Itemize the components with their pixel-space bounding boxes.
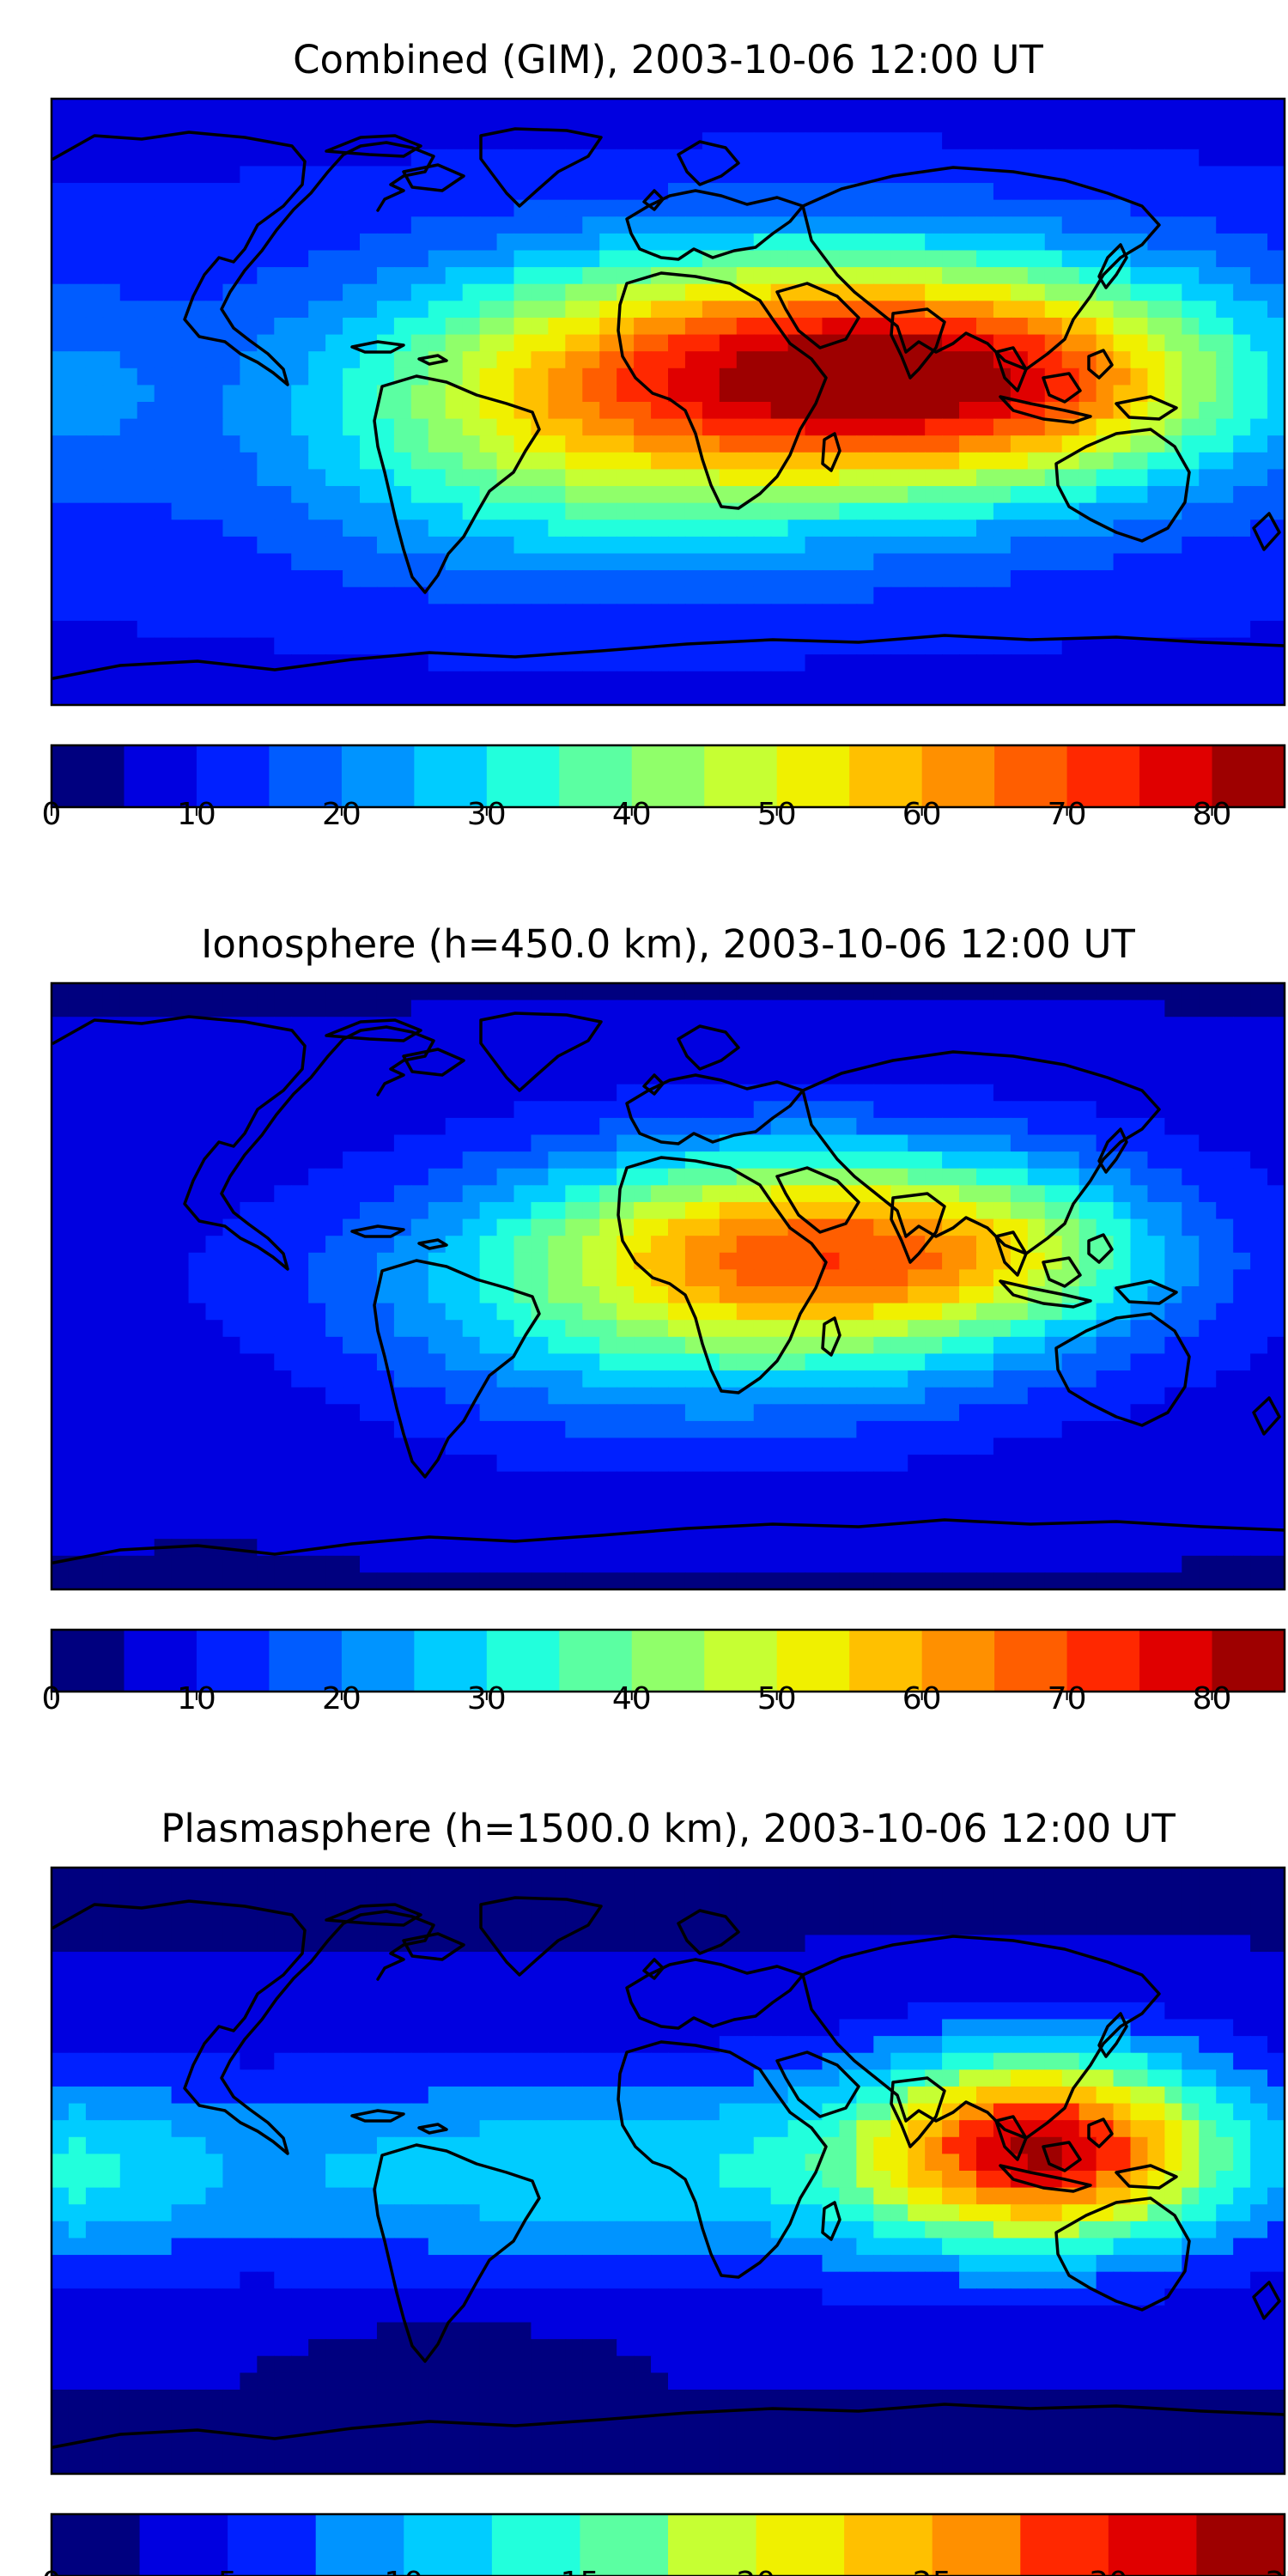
colorbar-segment (844, 2514, 933, 2576)
colorbar-segment (580, 2514, 669, 2576)
panel-title: Combined (GIM), 2003-10-06 12:00 UT (293, 37, 1043, 82)
field-map (52, 99, 1285, 705)
colorbar-tick-label: 10 (384, 2566, 423, 2576)
colorbar-tick-label: 80 (1193, 797, 1232, 832)
map-frame (50, 97, 1286, 707)
colorbar-tick-label: 20 (737, 2566, 776, 2576)
colorbar: 0 10 20 30 40 50 60 70 80 (42, 744, 1286, 832)
colorbar-frame (50, 1628, 1286, 1693)
colorbar-tick-label: 0 (42, 2566, 62, 2576)
colorbar-segment (491, 2514, 581, 2576)
colorbar-tick-label: 10 (177, 1681, 216, 1716)
colorbar-tick-label: 0 (42, 797, 62, 832)
panels: Combined (GIM), 2003-10-06 12:00 UT 0 10 20… (42, 37, 1288, 2576)
colorbar-segment (52, 745, 125, 807)
colorbar-tick-label: 70 (1048, 1681, 1087, 1716)
colorbar-tick-label: 20 (322, 1681, 361, 1716)
colorbar-segment (668, 2514, 757, 2576)
colorbar-tick-label: 30 (467, 797, 507, 832)
colorbar-frame (50, 2512, 1286, 2576)
colorbar-segment (559, 745, 633, 807)
colorbar-segment (486, 745, 560, 807)
colorbar-segment (776, 745, 850, 807)
colorbar-segment (921, 1630, 995, 1692)
colorbar-segment (139, 2514, 228, 2576)
colorbar-tick-label: 40 (612, 1681, 652, 1716)
colorbar-segment (631, 745, 705, 807)
colorbar-segment (196, 745, 270, 807)
colorbar-tick-label: 60 (902, 1681, 942, 1716)
colorbar-tick-label: 20 (322, 797, 361, 832)
colorbar-segment (124, 1630, 197, 1692)
colorbar-tick-label: 5 (218, 2566, 238, 2576)
colorbar-segment (196, 1630, 270, 1692)
colorbar-tick-label: 30 (467, 1681, 507, 1716)
colorbar: 0 5 10 15 20 25 30 35 (42, 2512, 1288, 2576)
colorbar-segment (486, 1630, 560, 1692)
colorbar-frame (50, 744, 1286, 809)
colorbar-segment (1212, 1630, 1285, 1692)
colorbar-tick-label: 80 (1193, 1681, 1232, 1716)
colorbar-segment (849, 745, 923, 807)
panel-ionosphere: Ionosphere (h=450.0 km), 2003-10-06 12:0… (42, 921, 1286, 1716)
colorbar-tick-label: 30 (1089, 2566, 1128, 2576)
colorbar-tick-label: 50 (757, 797, 797, 832)
colorbar-segment (1108, 2514, 1198, 2576)
colorbar-segment (921, 745, 995, 807)
colorbar-segment (1066, 1630, 1140, 1692)
colorbar-segment (414, 1630, 488, 1692)
panel-plasmasphere: Plasmasphere (h=1500.0 km), 2003-10-06 1… (42, 1806, 1288, 2576)
colorbar-segment (994, 1630, 1068, 1692)
colorbar-tick-label: 15 (561, 2566, 600, 2576)
colorbar-tick-label: 40 (612, 797, 652, 832)
colorbar-segment (228, 2514, 317, 2576)
colorbar-segment (559, 1630, 633, 1692)
colorbar-segment (404, 2514, 493, 2576)
field-map (52, 1868, 1285, 2474)
colorbar-tick-label: 0 (42, 1681, 62, 1716)
colorbar-segment (269, 1630, 343, 1692)
colorbar-segment (124, 745, 197, 807)
colorbar-segment (994, 745, 1068, 807)
colorbar-tick-label: 70 (1048, 797, 1087, 832)
colorbar-segment (315, 2514, 404, 2576)
colorbar-segment (1139, 1630, 1213, 1692)
colorbar-segment (341, 1630, 415, 1692)
colorbar-segment (776, 1630, 850, 1692)
colorbar-tick-label: 25 (913, 2566, 952, 2576)
colorbar-segment (1196, 2514, 1285, 2576)
colorbar-tick-label: 35 (1265, 2566, 1288, 2576)
colorbar-segment (1212, 745, 1285, 807)
panel-title: Ionosphere (h=450.0 km), 2003-10-06 12:0… (201, 921, 1135, 967)
colorbar-segment (414, 745, 488, 807)
map-frame (50, 981, 1286, 1591)
colorbar-tick-label: 50 (757, 1681, 797, 1716)
colorbar-tick-label: 10 (177, 797, 216, 832)
field-map (52, 983, 1285, 1589)
colorbar-segment (52, 1630, 125, 1692)
colorbar-segment (1066, 745, 1140, 807)
panel-title: Plasmasphere (h=1500.0 km), 2003-10-06 1… (161, 1806, 1176, 1851)
colorbar-segment (756, 2514, 845, 2576)
colorbar-segment (932, 2514, 1021, 2576)
panel-combined: Combined (GIM), 2003-10-06 12:00 UT 0 10 20… (42, 37, 1286, 832)
colorbar-segment (849, 1630, 923, 1692)
colorbar-segment (704, 745, 778, 807)
colorbar-segment (269, 745, 343, 807)
map-frame (50, 1866, 1286, 2476)
colorbar-segment (1139, 745, 1213, 807)
colorbar-segment (631, 1630, 705, 1692)
colorbar-segment (704, 1630, 778, 1692)
colorbar-segment (1020, 2514, 1109, 2576)
colorbar-tick-label: 60 (902, 797, 942, 832)
colorbar-segment (341, 745, 415, 807)
colorbar-segment (52, 2514, 141, 2576)
colorbar: 0 10 20 30 40 50 60 70 80 (42, 1628, 1286, 1716)
